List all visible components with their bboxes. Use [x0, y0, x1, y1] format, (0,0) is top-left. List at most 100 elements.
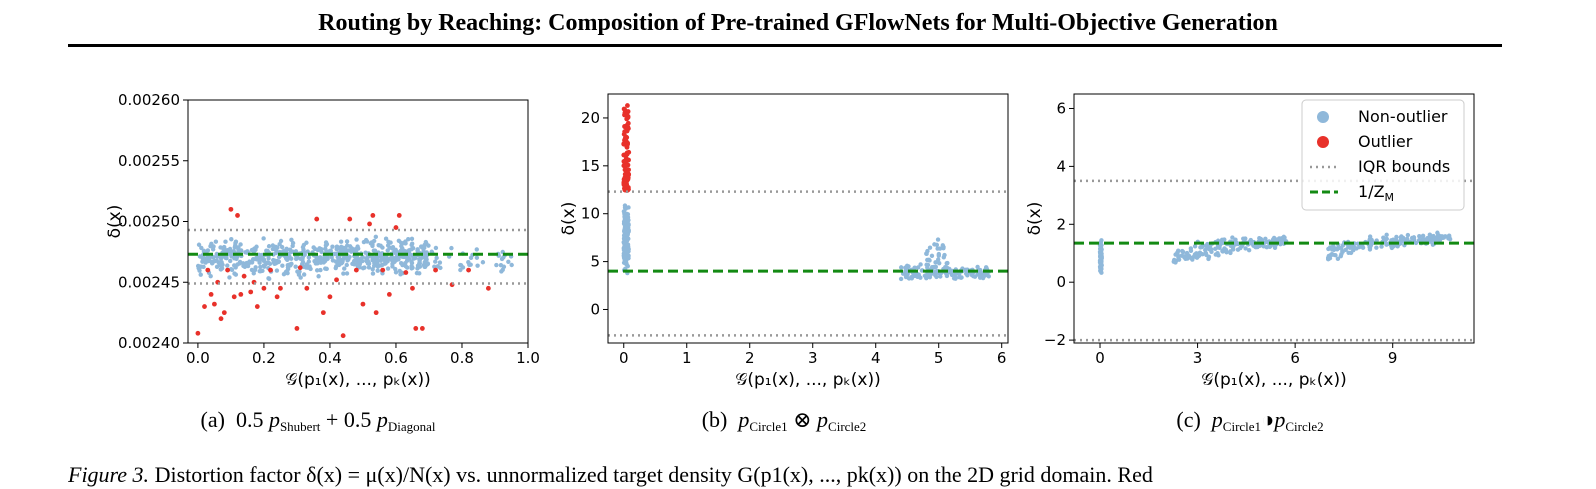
- nonoutlier-point: [1384, 241, 1390, 247]
- nonoutlier-point: [1394, 243, 1400, 248]
- nonoutlier-point: [1354, 246, 1359, 251]
- nonoutlier-point: [211, 254, 216, 260]
- y-tick-label: 10: [581, 205, 600, 223]
- outlier-point: [433, 267, 438, 273]
- x-axis-label: 𝒢(p₁(x), ..., pₖ(x)): [285, 370, 430, 390]
- nonoutlier-point: [1367, 238, 1372, 243]
- nonoutlier-point: [975, 264, 980, 270]
- nonoutlier-point: [1176, 255, 1181, 260]
- nonoutlier-point: [232, 271, 237, 276]
- nonoutlier-point: [468, 255, 474, 261]
- nonoutlier-point: [338, 239, 344, 244]
- nonoutlier-point: [330, 244, 335, 249]
- nonoutlier-point: [285, 262, 290, 268]
- nonoutlier-point: [316, 274, 321, 279]
- nonoutlier-point: [385, 243, 391, 248]
- nonoutlier-point: [1436, 234, 1441, 239]
- nonoutlier-point: [1099, 247, 1104, 252]
- nonoutlier-point: [390, 264, 395, 269]
- nonoutlier-point: [506, 259, 511, 264]
- x-tick-label: 0.6: [384, 349, 408, 367]
- nonoutlier-point: [947, 270, 952, 275]
- nonoutlier-point: [422, 264, 427, 269]
- nonoutlier-point: [1188, 248, 1194, 253]
- nonoutlier-point: [366, 265, 372, 270]
- nonoutlier-point: [937, 260, 942, 266]
- y-tick-label: 15: [581, 157, 600, 175]
- outlier-point: [241, 273, 247, 279]
- y-axis-label: δ(x): [105, 205, 125, 239]
- nonoutlier-point: [301, 272, 307, 277]
- outlier-point: [373, 310, 379, 316]
- nonoutlier-point: [209, 241, 214, 247]
- nonoutlier-point: [898, 265, 904, 270]
- outlier-point: [274, 294, 280, 300]
- nonoutlier-point: [1338, 253, 1343, 259]
- nonoutlier-point: [474, 255, 480, 260]
- nonoutlier-point: [982, 273, 987, 278]
- nonoutlier-point: [1183, 256, 1188, 261]
- nonoutlier-point: [1215, 243, 1221, 248]
- nonoutlier-point: [918, 275, 923, 280]
- y-axis-label: δ(x): [559, 202, 579, 236]
- outlier-point: [625, 124, 631, 130]
- outlier-point: [218, 316, 224, 322]
- outlier-point: [621, 159, 627, 164]
- nonoutlier-point: [385, 266, 391, 271]
- nonoutlier-point: [300, 257, 305, 263]
- nonoutlier-point: [266, 276, 272, 282]
- nonoutlier-point: [1223, 247, 1229, 253]
- caption-b: (b) pCircle1 ⊗ pCircle2: [701, 407, 867, 434]
- outlier-point: [225, 267, 231, 273]
- x-tick-label: 3: [808, 349, 818, 367]
- nonoutlier-point: [383, 236, 389, 241]
- y-tick-label: 2: [1056, 215, 1066, 233]
- nonoutlier-point: [622, 203, 628, 208]
- nonoutlier-point: [1213, 246, 1218, 252]
- nonoutlier-point: [466, 259, 471, 265]
- y-tick-label: 0.00260: [118, 91, 180, 109]
- y-tick-label: 0.00255: [118, 152, 180, 170]
- nonoutlier-point: [275, 245, 280, 250]
- nonoutlier-point: [1192, 244, 1198, 249]
- nonoutlier-point: [336, 257, 341, 263]
- outlier-point: [208, 292, 214, 297]
- nonoutlier-point: [206, 258, 211, 264]
- nonoutlier-point: [371, 263, 377, 269]
- nonoutlier-point: [261, 236, 266, 241]
- nonoutlier-point: [624, 242, 630, 247]
- nonoutlier-point: [390, 245, 396, 250]
- y-tick-label: 0: [1056, 273, 1066, 291]
- nonoutlier-point: [1367, 247, 1373, 252]
- nonoutlier-point: [290, 240, 296, 246]
- caption-a: (a) 0.5 pShubert + 0.5 pDiagonal: [200, 407, 436, 434]
- outlier-point: [393, 225, 399, 230]
- nonoutlier-point: [352, 262, 357, 267]
- nonoutlier-point: [316, 256, 322, 262]
- nonoutlier-point: [315, 247, 320, 253]
- nonoutlier-point: [344, 248, 349, 254]
- nonoutlier-point: [199, 245, 204, 251]
- nonoutlier-point: [1200, 243, 1205, 249]
- nonoutlier-point: [621, 236, 627, 241]
- nonoutlier-point: [623, 259, 629, 264]
- nonoutlier-point: [935, 257, 941, 262]
- nonoutlier-point: [924, 275, 929, 281]
- nonoutlier-point: [323, 243, 329, 248]
- nonoutlier-point: [213, 239, 219, 244]
- nonoutlier-point: [232, 263, 237, 268]
- outlier-point: [622, 107, 628, 113]
- nonoutlier-point: [409, 247, 414, 252]
- y-tick-label: 0.00240: [118, 334, 180, 352]
- nonoutlier-point: [935, 237, 941, 242]
- nonoutlier-point: [318, 260, 324, 265]
- nonoutlier-point: [1207, 247, 1212, 252]
- nonoutlier-point: [323, 266, 328, 271]
- nonoutlier-point: [323, 246, 328, 251]
- nonoutlier-point: [918, 262, 923, 267]
- outlier-point: [386, 292, 392, 297]
- x-axis-label: 𝒢(p₁(x), ..., pₖ(x)): [735, 370, 880, 390]
- nonoutlier-point: [298, 275, 303, 280]
- outlier-point: [205, 267, 211, 273]
- outlier-point: [621, 181, 627, 187]
